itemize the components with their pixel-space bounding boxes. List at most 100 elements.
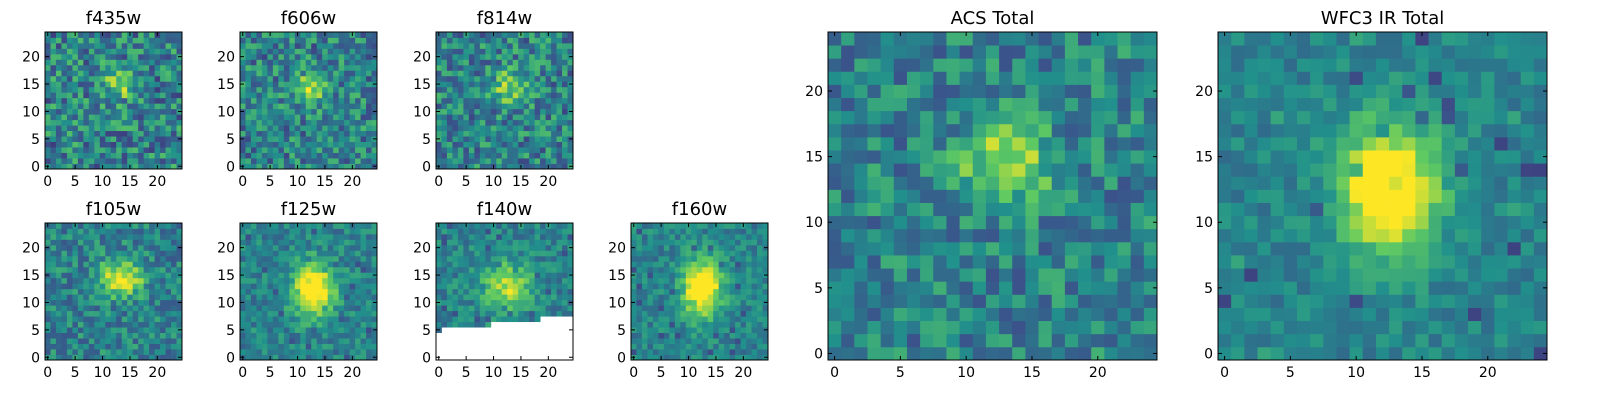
heatmap-cell [696,228,703,235]
heatmap-cell [154,266,161,273]
heatmap-cell [316,114,323,121]
heatmap-cell [841,255,855,269]
heatmap-cell [278,250,285,257]
heatmap-cell [1051,163,1066,177]
heatmap-cell [344,103,350,110]
heatmap-cell [534,272,541,279]
heatmap-cell [272,239,279,246]
heatmap-cell [501,288,508,295]
heatmap-cell [240,255,246,262]
heatmap-cell [366,272,372,279]
axes-frame [630,222,769,361]
heatmap-cell [77,288,84,295]
heatmap-cell [261,42,268,49]
heatmap-cell [45,288,51,295]
heatmap-cell [245,239,252,246]
heatmap-cell [691,223,698,229]
heatmap-cell [110,305,117,312]
heatmap-cell [490,97,497,104]
heatmap-cell [446,136,453,142]
heatmap-cell [893,320,908,335]
heatmap-cell [283,114,290,121]
heatmap-cell [735,283,741,290]
heatmap-cell [116,338,123,344]
heatmap-cell [1130,307,1145,322]
heatmap-cell [138,266,145,273]
heatmap-cell [985,84,1000,98]
heatmap-cell [138,244,145,251]
heatmap-cell [338,42,345,49]
heatmap-cell [1064,255,1079,269]
heatmap-cell [501,147,508,153]
heatmap-cell [316,97,323,104]
heatmap-cell [245,81,252,88]
heatmap-cell [933,228,947,243]
heatmap-cell [283,316,290,323]
heatmap-cell [61,64,68,71]
heatmap-cell [344,130,350,137]
heatmap-cell [490,305,497,312]
heatmap-cell [562,244,568,251]
heatmap-cell [647,327,654,333]
y-tick-label: 5 [31,132,40,148]
heatmap-cell [272,125,279,132]
heatmap-cell [652,288,659,295]
heatmap-cell [436,277,442,284]
heatmap-cell [278,349,285,355]
heatmap-cell [468,48,475,55]
heatmap-cell [691,239,698,246]
heatmap-cell [674,338,681,344]
heatmap-cell [360,310,367,317]
heatmap-cell [452,294,459,301]
heatmap-cell [663,266,670,273]
heatmap-cell [327,42,334,49]
heatmap-cell [906,346,921,361]
heatmap-cell [105,48,112,55]
heatmap-cell [305,147,312,153]
heatmap-cell [355,294,361,301]
heatmap-cell [1051,150,1066,164]
heatmap-cell [959,136,974,151]
heatmap-cell [1078,215,1092,230]
heatmap-cell [305,37,312,44]
heatmap-cell [366,64,372,71]
heatmap-cell [66,299,73,306]
heatmap-cell [116,141,123,148]
heatmap-cell [490,81,497,88]
heatmap-cell [256,42,263,49]
heatmap-cell [245,228,252,235]
heatmap-cell [696,310,703,317]
heatmap-cell [94,42,101,49]
heatmap-cell [105,163,112,170]
heatmap-cell [512,305,519,312]
heatmap-cell [452,272,459,279]
heatmap-cell [138,136,145,142]
heatmap-cell [366,147,372,153]
heatmap-cell [685,255,692,262]
heatmap-cell [485,114,492,121]
heatmap-cell [1051,307,1066,322]
heatmap-cell [176,255,183,262]
heatmap-cell [305,75,312,82]
heatmap-cell [867,333,882,348]
heatmap-cell [154,261,161,268]
heatmap-cell [55,70,62,77]
heatmap-cell [360,130,367,137]
heatmap-cell [551,64,557,71]
heatmap-cell [77,272,84,279]
heatmap-cell [529,59,536,66]
heatmap-cell [468,70,475,77]
heatmap-cell [685,277,692,284]
heatmap-cell [83,130,90,137]
heatmap-cell [854,84,868,98]
heatmap-cell [316,53,323,60]
heatmap-cell [267,327,274,333]
heatmap-cell [132,223,139,229]
heatmap-cell [436,114,442,121]
heatmap-cell [267,277,274,284]
heatmap-cell [534,228,541,235]
heatmap-cell [735,338,741,344]
heatmap-cell [507,86,514,93]
heatmap-cell [256,152,263,159]
